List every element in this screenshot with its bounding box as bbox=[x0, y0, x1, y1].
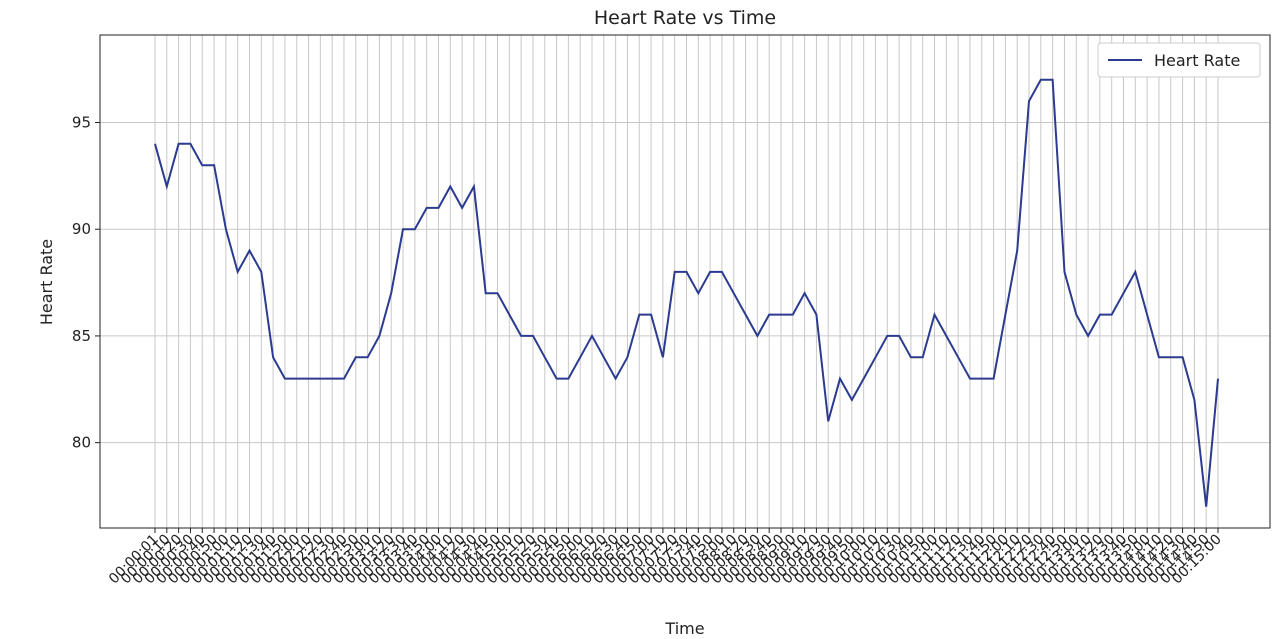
plot-frame bbox=[99, 34, 1271, 529]
y-tick-label: 90 bbox=[72, 220, 91, 238]
legend-box bbox=[1097, 42, 1261, 78]
x-axis-label: Time bbox=[664, 619, 704, 638]
chart-title: Heart Rate vs Time bbox=[594, 7, 776, 29]
y-tick-label: 85 bbox=[72, 327, 91, 345]
line bbox=[154, 78, 1219, 507]
y-tick-label: 95 bbox=[72, 114, 91, 132]
legend-label: Heart Rate bbox=[1154, 51, 1240, 70]
y-axis-label: Heart Rate bbox=[37, 239, 56, 325]
y-tick-label: 80 bbox=[72, 434, 91, 452]
